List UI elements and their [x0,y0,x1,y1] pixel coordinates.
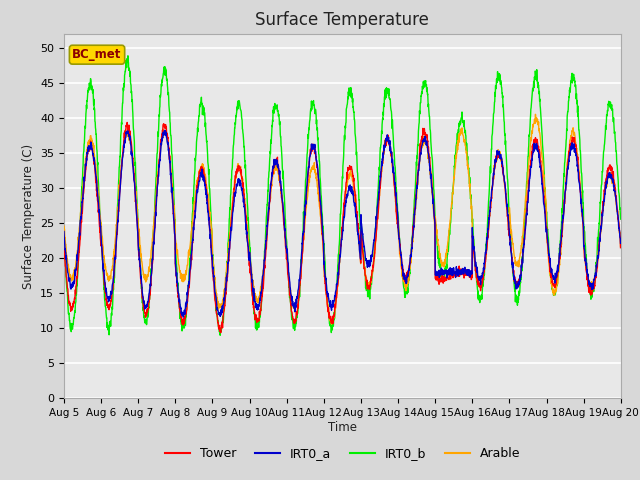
Title: Surface Temperature: Surface Temperature [255,11,429,29]
X-axis label: Time: Time [328,421,357,434]
Text: BC_met: BC_met [72,48,122,61]
Legend: Tower, IRT0_a, IRT0_b, Arable: Tower, IRT0_a, IRT0_b, Arable [159,442,525,465]
Y-axis label: Surface Temperature (C): Surface Temperature (C) [22,144,35,288]
